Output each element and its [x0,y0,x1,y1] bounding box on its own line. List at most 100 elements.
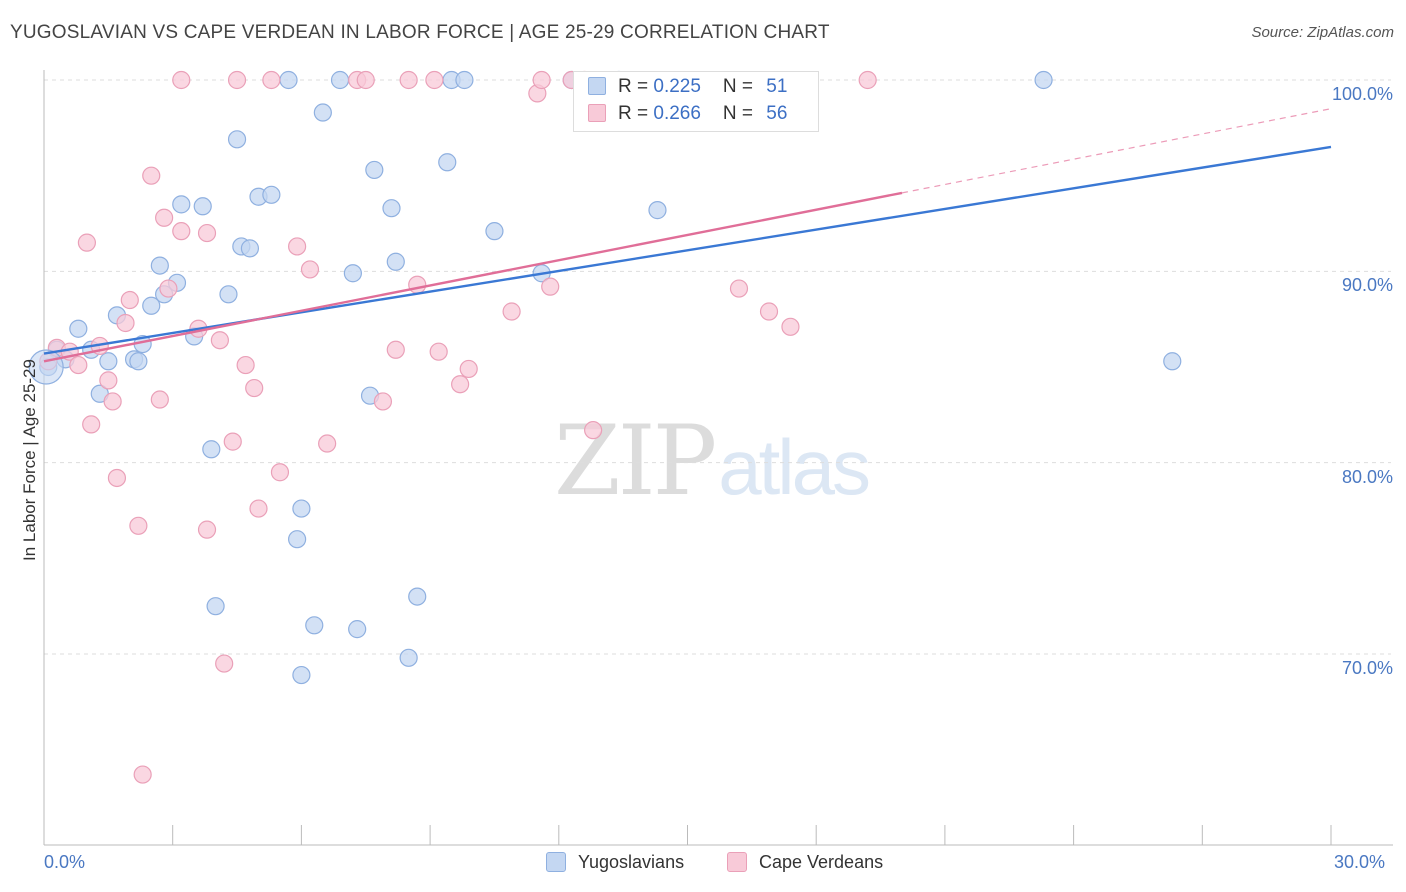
yugoslavian-point [382,199,401,218]
yugoslavian-point [343,264,362,283]
yugoslavian-point [206,597,225,616]
cape-verdean-point [459,359,478,379]
cape-verdean-point [425,70,444,90]
cape-verdean-point [399,70,418,90]
yugoslavian-point [99,352,118,371]
cape-verdean-point [103,392,122,411]
y-tick-label: 70.0% [1341,658,1393,678]
cape-verdean-point [781,317,800,336]
yugoslavian-point [129,352,148,371]
cape-verdean-point [107,468,127,488]
cape-verdean-point [99,371,118,390]
cape-verdean-trend-extension [901,108,1332,194]
cape-verdean-point [210,331,229,350]
cape-verdean-point [584,421,603,440]
yugoslavian-point [348,620,367,639]
cape-verdean-point [245,378,264,398]
legend-r-value: 0.266 [653,103,701,124]
yugoslavian-point [455,70,474,90]
cape-verdean-point [300,260,320,279]
legend-r-value: 0.225 [653,76,701,97]
legend-n-label: N = [722,76,759,97]
bottom-legend-yugoslavians: Yugoslavians [546,852,684,873]
watermark-atlas: atlas [718,423,871,511]
cape-verdean-point [215,654,234,673]
cape-verdean-point [318,434,337,453]
x-tick-label-max: 30.0% [1334,852,1386,872]
yugoslavian-point [1163,352,1182,371]
cape-verdean-point [223,432,242,451]
cape-verdean-point [227,70,247,90]
yugoslavian-point [485,222,504,241]
yugoslavian-point [408,587,427,606]
cape-verdean-point [532,70,551,90]
yugoslavian-point [202,440,221,459]
cape-verdean-point [408,275,427,294]
cape-verdean-point [197,520,217,539]
cape-verdean-trend-line [43,191,903,363]
yugoslavian-point [240,239,260,258]
cape-verdean-point [77,233,97,252]
legend-n-label: N = [722,103,759,124]
legend-r-label: R = [618,103,654,124]
source-label: Source: ZipAtlas.com [1251,24,1394,41]
legend-n-value: 51 [766,76,788,97]
bottom-legend-swatch-pink [727,852,747,872]
y-tick-label: 90.0% [1341,275,1393,296]
data-points [28,70,1182,784]
legend-row-cape-verdeans: R = 0.266 N = 56 [588,101,787,127]
cape-verdean-point [236,355,255,375]
cape-verdean-point [69,355,88,375]
cape-verdean-point [429,342,448,361]
bottom-legend-swatch-blue [546,852,566,872]
cape-verdean-point [172,70,191,90]
yugoslavian-point [150,256,169,275]
yugoslavian-point [330,70,350,90]
cape-verdean-point [172,222,191,241]
stats-legend: R = 0.225 N = 51 R = 0.266 N = 56 [573,71,819,132]
yugoslavian-point [279,70,298,90]
cape-verdean-point [373,392,393,411]
bottom-legend-cape-verdeans: Cape Verdeans [727,852,883,873]
cape-verdean-point [541,277,560,296]
cape-verdean-point [288,237,307,256]
legend-swatch-pink [588,104,606,122]
x-tick-label-min: 0.0% [44,852,86,872]
yugoslavian-point [288,530,307,549]
legend-n-value: 56 [766,103,788,124]
cape-verdean-point [262,70,281,90]
watermark-zip: ZIP [554,405,717,517]
legend-r-label: R = [618,76,654,97]
cape-verdean-point [197,223,217,243]
cape-verdean-point [129,516,148,535]
yugoslavian-point [438,153,457,172]
yugoslavian-point [227,130,247,149]
cape-verdean-point [270,463,290,482]
cape-verdean-point [386,340,405,359]
cape-verdean-point [729,279,749,298]
cape-verdean-point [150,390,169,409]
yugoslavian-point [292,665,311,685]
trend-lines [43,108,1332,363]
cape-verdean-point [249,499,268,518]
yugoslavian-point [292,499,311,518]
yugoslavian-point [648,201,667,220]
cape-verdean-point [155,208,174,227]
yugoslavian-point [386,252,405,271]
bottom-legend-label: Yugoslavians [578,852,685,872]
cape-verdean-point [142,166,161,185]
yugoslavian-point [365,160,384,180]
yugoslavian-point [1034,70,1053,90]
cape-verdean-point [759,302,779,321]
yugoslavian-point [219,285,238,304]
cape-verdean-point [82,415,101,434]
yugoslavian-point [69,319,88,338]
chart-title: YUGOSLAVIAN VS CAPE VERDEAN IN LABOR FOR… [10,22,830,43]
cape-verdean-point [159,279,178,298]
bottom-legend-label: Cape Verdeans [759,852,884,872]
yugoslavian-point [313,103,332,122]
cape-verdean-point [858,70,877,90]
legend-swatch-blue [588,77,606,95]
yugoslavian-point [172,195,191,214]
